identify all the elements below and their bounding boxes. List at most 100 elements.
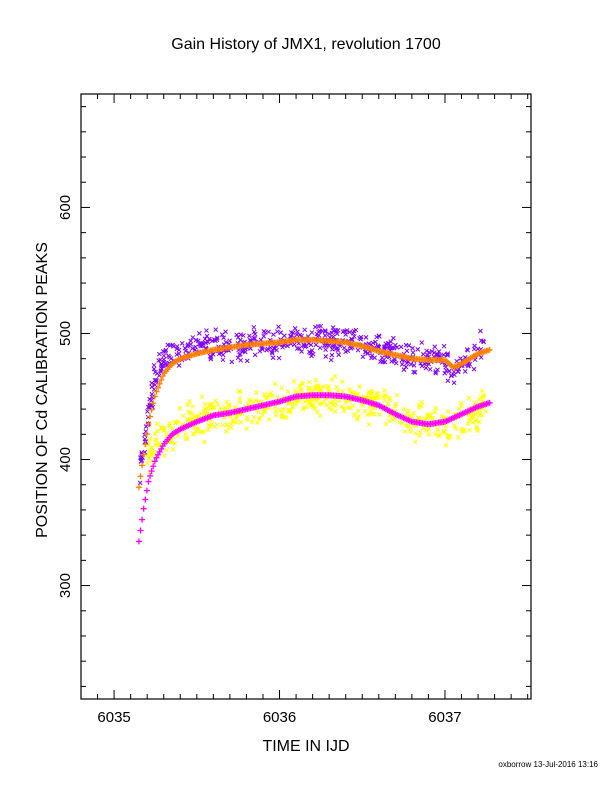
scatter-point-lower_scatter: [328, 400, 333, 406]
scatter-point-upper_scatter: [174, 352, 180, 357]
scatter-point-lower_scatter: [275, 395, 281, 400]
scatter-point-lower_scatter: [310, 402, 316, 408]
scatter-point-lower_scatter: [465, 421, 471, 427]
scatter-point-upper_scatter: [227, 338, 233, 344]
scatter-point-lower_scatter: [300, 406, 306, 412]
scatter-point-lower_scatter: [148, 452, 154, 458]
scatter-point-upper_scatter: [360, 354, 366, 360]
scatter-point-lower_scatter: [144, 460, 150, 466]
scatter-point-upper_scatter: [462, 355, 468, 360]
scatter-point-lower_scatter: [227, 402, 232, 407]
scatter-point-upper_scatter: [161, 357, 167, 362]
scatter-point-lower_scatter: [152, 431, 158, 437]
scatter-point-lower_scatter: [191, 425, 197, 431]
scatter-point-upper_scatter: [386, 341, 392, 347]
scatter-point-lower_scatter: [272, 381, 278, 386]
scatter-point-upper_scatter: [423, 365, 429, 371]
scatter-point-lower_scatter: [254, 390, 259, 395]
scatter-point-upper_scatter: [220, 357, 226, 363]
scatter-point-lower_scatter: [313, 377, 319, 383]
scatter-point-upper_scatter: [219, 350, 224, 356]
scatter-point-upper_scatter: [424, 348, 429, 354]
scatter-point-upper_scatter: [341, 345, 347, 351]
scatter-point-lower_scatter: [321, 384, 327, 389]
scatter-point-lower_scatter: [443, 423, 449, 429]
scatter-point-upper_scatter: [471, 346, 477, 352]
scatter-point-upper_scatter: [329, 352, 335, 358]
scatter-point-lower_scatter: [170, 447, 176, 452]
scatter-point-lower_scatter: [154, 421, 160, 427]
scatter-point-upper_scatter: [288, 330, 294, 335]
scatter-point-lower_scatter: [346, 387, 352, 392]
scatter-point-lower_scatter: [186, 409, 192, 414]
scatter-point-upper_scatter: [309, 330, 315, 335]
scatter-point-upper_scatter: [247, 333, 252, 339]
scatter-point-upper_scatter: [370, 340, 376, 346]
scatter-point-upper_scatter: [326, 331, 332, 337]
scatter-point-lower_scatter: [202, 406, 208, 412]
scatter-point-upper_scatter: [403, 364, 409, 370]
scatter-point-upper_scatter: [380, 358, 386, 364]
scatter-point-lower_scatter: [439, 413, 445, 419]
scatter-point-lower_scatter: [279, 414, 285, 420]
scatter-point-upper_scatter: [344, 328, 350, 333]
scatter-point-upper_scatter: [441, 343, 447, 349]
scatter-point-lower_scatter: [164, 447, 169, 453]
scatter-point-lower_scatter: [293, 401, 299, 407]
scatter-point-lower_scatter: [285, 389, 291, 395]
scatter-point-lower_scatter: [146, 442, 151, 448]
scatter-point-lower_scatter: [295, 399, 300, 404]
scatter-point-upper_scatter: [455, 369, 461, 375]
scatter-point-upper_scatter: [223, 339, 229, 345]
scatter-point-upper_scatter: [259, 346, 265, 352]
scatter-point-lower_scatter: [467, 417, 472, 423]
scatter-point-lower_scatter: [281, 407, 286, 412]
scatter-point-lower_scatter: [215, 401, 221, 407]
scatter-point-lower_scatter: [370, 411, 376, 416]
scatter-point-upper_scatter: [411, 369, 416, 375]
scatter-point-lower_scatter: [262, 409, 268, 414]
scatter-point-upper_scatter: [312, 324, 318, 330]
scatter-point-lower_scatter: [467, 427, 472, 433]
scatter-point-lower_scatter: [279, 385, 285, 391]
y-tick-label: 300: [57, 573, 74, 598]
scatter-point-lower_scatter: [255, 420, 260, 425]
scatter-point-lower_scatter: [297, 386, 303, 392]
scatter-point-lower_scatter: [217, 406, 223, 412]
y-tick-label: 600: [57, 195, 74, 220]
scatter-point-lower_scatter: [199, 394, 205, 400]
scatter-point-upper_scatter: [149, 384, 155, 390]
scatter-point-upper_scatter: [157, 351, 162, 357]
scatter-point-upper_scatter: [375, 343, 381, 349]
scatter-point-upper_scatter: [156, 358, 161, 363]
scatter-point-lower_scatter: [405, 408, 411, 414]
scatter-point-upper_scatter: [190, 335, 196, 340]
scatter-point-lower_scatter: [285, 400, 291, 406]
scatter-point-upper_scatter: [276, 355, 282, 361]
scatter-point-lower_scatter: [408, 425, 413, 431]
scatter-point-upper_scatter: [242, 339, 248, 345]
scatter-point-lower_scatter: [385, 401, 391, 407]
scatter-point-lower_scatter: [430, 415, 435, 421]
scatter-point-upper_scatter: [441, 352, 447, 358]
scatter-point-lower_scatter: [386, 418, 392, 424]
scatter-point-lower_scatter: [232, 404, 238, 410]
scatter-point-lower_scatter: [222, 405, 228, 410]
scatter-point-upper_scatter: [398, 344, 404, 350]
scatter-point-upper_scatter: [309, 348, 315, 353]
scatter-point-upper_scatter: [234, 332, 240, 338]
scatter-point-lower_scatter: [147, 448, 152, 454]
scatter-point-upper_scatter: [316, 332, 322, 338]
scatter-point-lower_scatter: [335, 388, 340, 394]
scatter-point-upper_scatter: [329, 330, 335, 336]
scatter-point-upper_scatter: [308, 350, 313, 356]
scatter-point-upper_scatter: [335, 348, 341, 353]
scatter-point-lower_scatter: [187, 398, 192, 404]
scatter-point-lower_scatter: [332, 373, 338, 379]
scatter-point-upper_scatter: [334, 331, 340, 337]
scatter-point-upper_scatter: [322, 333, 328, 338]
scatter-point-upper_scatter: [176, 363, 182, 368]
scatter-point-upper_scatter: [317, 345, 323, 351]
scatter-point-lower_scatter: [435, 427, 441, 432]
scatter-point-lower_scatter: [424, 428, 429, 433]
